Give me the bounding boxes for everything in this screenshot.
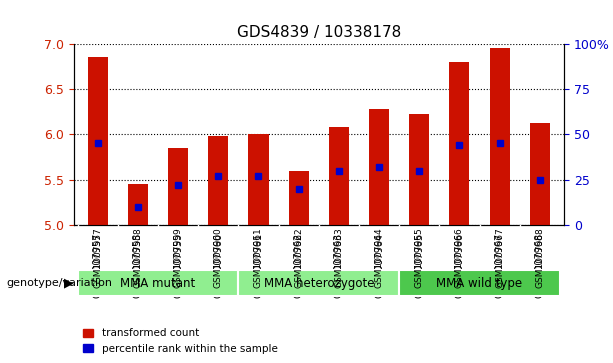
Bar (289, 171, 309, 225)
Bar (208, 136, 228, 225)
Text: ▶: ▶ (64, 277, 74, 290)
Text: GSM1007963: GSM1007963 (334, 227, 343, 288)
Bar (248, 134, 268, 225)
Text: GSM1007959: GSM1007959 (173, 227, 183, 288)
Text: GSM1007960: GSM1007960 (214, 227, 223, 288)
Text: GSM1007968: GSM1007968 (535, 227, 544, 288)
Bar (530, 123, 550, 225)
Bar (490, 48, 509, 225)
Text: GSM1007966: GSM1007966 (455, 227, 464, 288)
Text: GSM1007967: GSM1007967 (495, 227, 504, 288)
FancyBboxPatch shape (399, 270, 560, 296)
Text: MMA heterozygote: MMA heterozygote (264, 277, 374, 290)
Text: MMA mutant: MMA mutant (120, 277, 196, 290)
Bar (168, 148, 188, 225)
Text: GSM1007957: GSM1007957 (93, 227, 102, 288)
Bar (409, 114, 429, 225)
Title: GDS4839 / 10338178: GDS4839 / 10338178 (237, 25, 401, 40)
Bar (449, 62, 470, 225)
Text: genotype/variation: genotype/variation (6, 278, 112, 288)
Bar (329, 127, 349, 225)
Bar (369, 109, 389, 225)
Bar (88, 57, 108, 225)
Text: GSM1007962: GSM1007962 (294, 227, 303, 288)
Text: MMA wild type: MMA wild type (436, 277, 523, 290)
Bar (128, 184, 148, 225)
Text: GSM1007965: GSM1007965 (415, 227, 424, 288)
Text: GSM1007958: GSM1007958 (134, 227, 142, 288)
FancyBboxPatch shape (78, 270, 238, 296)
Text: GSM1007961: GSM1007961 (254, 227, 263, 288)
FancyBboxPatch shape (238, 270, 399, 296)
Legend: transformed count, percentile rank within the sample: transformed count, percentile rank withi… (78, 324, 282, 358)
Text: GSM1007964: GSM1007964 (375, 227, 384, 288)
